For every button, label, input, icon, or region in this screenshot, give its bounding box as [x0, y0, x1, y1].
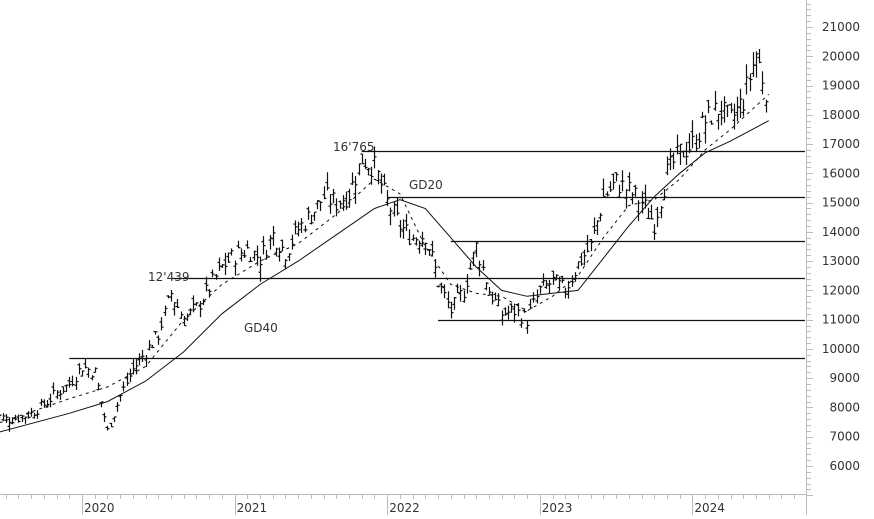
x-tick-label: 2023	[542, 501, 573, 515]
y-tick-label: 21000	[822, 20, 860, 34]
price-bars	[0, 49, 769, 432]
y-tick-label: 17000	[822, 137, 860, 151]
y-tick-label: 15000	[822, 196, 860, 210]
annotation-series-label: GD40	[244, 321, 278, 335]
y-axis: 6000 7000 8000 9000 10000 11000 12000 13000 1400…	[0, 0, 860, 515]
y-tick-label: 7000	[829, 430, 860, 444]
y-tick-label: 18000	[822, 108, 860, 122]
x-axis: 2020 2021 2022 2023 2024	[6, 494, 795, 515]
y-tick-label: 8000	[829, 400, 860, 414]
horizontal-levels	[69, 150, 805, 360]
annotations: 16'765 12'439 GD20 GD40	[148, 140, 443, 335]
y-tick-label: 6000	[829, 459, 860, 473]
y-tick-label: 10000	[822, 342, 860, 356]
y-tick-label: 12000	[822, 283, 860, 297]
x-tick-label: 2021	[237, 501, 268, 515]
annotation-high-label: 16'765	[333, 140, 374, 154]
y-tick-label: 13000	[822, 254, 860, 268]
annotation-series-label: GD20	[409, 178, 443, 192]
annotation-high-label: 12'439	[148, 270, 189, 284]
gd40-line	[0, 120, 769, 433]
y-tick-label: 14000	[822, 225, 860, 239]
x-tick-label: 2022	[389, 501, 420, 515]
gd20-path	[0, 93, 770, 424]
x-tick-label: 2024	[694, 501, 725, 515]
y-tick-label: 11000	[822, 313, 860, 327]
y-tick-label: 20000	[822, 49, 860, 63]
y-tick-label: 9000	[829, 371, 860, 385]
y-tick-label: 19000	[822, 79, 860, 93]
gd40-path	[0, 120, 769, 433]
y-tick-label: 16000	[822, 166, 860, 180]
x-tick-label: 2020	[84, 501, 115, 515]
gd20-line	[0, 93, 770, 424]
